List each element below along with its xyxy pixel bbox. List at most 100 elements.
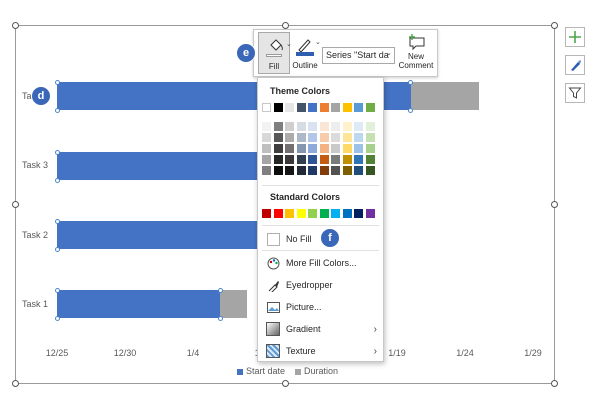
standard-color-swatch[interactable] <box>273 209 283 218</box>
theme-shade-swatch[interactable] <box>354 155 363 164</box>
eyedropper-item[interactable]: Eyedropper <box>266 275 381 295</box>
standard-color-swatch[interactable] <box>365 209 375 218</box>
theme-shade-swatch[interactable] <box>319 166 329 175</box>
theme-shade-swatch[interactable] <box>308 122 317 131</box>
standard-color-swatch[interactable] <box>285 209 294 218</box>
theme-shade-swatch[interactable] <box>342 122 352 131</box>
theme-color-swatch[interactable] <box>331 103 340 112</box>
resize-handle-left[interactable] <box>12 201 19 208</box>
theme-color-swatch[interactable] <box>365 103 375 112</box>
chart-styles-button[interactable] <box>565 55 585 75</box>
selection-point[interactable] <box>408 107 414 113</box>
resize-handle-top-right[interactable] <box>551 22 558 29</box>
theme-shade-swatch[interactable] <box>285 133 294 142</box>
theme-shade-swatch[interactable] <box>331 133 340 142</box>
theme-shade-swatch[interactable] <box>262 133 271 142</box>
theme-shade-swatch[interactable] <box>365 122 375 131</box>
theme-shade-swatch[interactable] <box>285 155 294 164</box>
bar-start-date-1[interactable] <box>57 290 221 318</box>
chart-legend[interactable]: Start date Duration <box>237 366 338 376</box>
theme-shade-swatch[interactable] <box>342 133 352 142</box>
theme-shade-swatch[interactable] <box>262 144 271 153</box>
theme-shade-swatch[interactable] <box>308 155 317 164</box>
theme-shade-swatch[interactable] <box>273 133 283 142</box>
chart-elements-button[interactable] <box>565 27 585 47</box>
theme-shade-swatch[interactable] <box>285 144 294 153</box>
resize-handle-bottom-left[interactable] <box>12 380 19 387</box>
theme-shade-swatch[interactable] <box>296 155 306 164</box>
theme-shade-swatch[interactable] <box>296 144 306 153</box>
selection-point[interactable] <box>54 315 60 321</box>
theme-shade-swatch[interactable] <box>331 122 340 131</box>
theme-color-swatch[interactable] <box>285 103 294 112</box>
standard-color-swatch[interactable] <box>342 209 352 218</box>
theme-shade-swatch[interactable] <box>319 155 329 164</box>
theme-color-swatch[interactable] <box>262 103 271 112</box>
theme-shade-swatch[interactable] <box>308 133 317 142</box>
theme-shade-swatch[interactable] <box>365 144 375 153</box>
theme-shade-swatch[interactable] <box>365 166 375 175</box>
theme-shade-swatch[interactable] <box>319 122 329 131</box>
theme-shade-swatch[interactable] <box>262 155 271 164</box>
resize-handle-top-left[interactable] <box>12 22 19 29</box>
resize-handle-bottom-right[interactable] <box>551 380 558 387</box>
resize-handle-right[interactable] <box>551 201 558 208</box>
theme-shade-swatch[interactable] <box>285 166 294 175</box>
texture-item[interactable]: Texture › <box>266 341 381 361</box>
standard-color-swatch[interactable] <box>331 209 340 218</box>
resize-handle-top[interactable] <box>282 22 289 29</box>
theme-shade-swatch[interactable] <box>365 133 375 142</box>
resize-handle-bottom[interactable] <box>282 380 289 387</box>
theme-shade-swatch[interactable] <box>273 166 283 175</box>
selection-point[interactable] <box>54 149 60 155</box>
theme-shade-swatch[interactable] <box>365 155 375 164</box>
theme-shade-swatch[interactable] <box>319 144 329 153</box>
selection-point[interactable] <box>54 107 60 113</box>
standard-color-swatch[interactable] <box>308 209 317 218</box>
series-select[interactable]: Series "Start da <box>322 47 395 64</box>
theme-shade-swatch[interactable] <box>296 133 306 142</box>
theme-color-swatch[interactable] <box>308 103 317 112</box>
selection-point[interactable] <box>54 177 60 183</box>
selection-point[interactable] <box>54 287 60 293</box>
theme-shade-swatch[interactable] <box>354 122 363 131</box>
standard-color-swatch[interactable] <box>262 209 271 218</box>
legend-item-start-date[interactable]: Start date <box>237 366 285 376</box>
fill-button[interactable]: Fill ⌄ <box>258 32 292 74</box>
selection-point[interactable] <box>54 79 60 85</box>
theme-shade-swatch[interactable] <box>296 122 306 131</box>
standard-color-swatch[interactable] <box>354 209 363 218</box>
theme-shade-swatch[interactable] <box>354 166 363 175</box>
theme-shade-swatch[interactable] <box>308 144 317 153</box>
legend-item-duration[interactable]: Duration <box>295 366 338 376</box>
theme-color-swatch[interactable] <box>319 103 329 112</box>
selection-point[interactable] <box>217 287 223 293</box>
theme-shade-swatch[interactable] <box>262 166 271 175</box>
new-comment-button[interactable]: New Comment <box>397 32 435 74</box>
theme-shade-swatch[interactable] <box>273 155 283 164</box>
theme-shade-swatch[interactable] <box>308 166 317 175</box>
theme-color-swatch[interactable] <box>342 103 352 112</box>
theme-shade-swatch[interactable] <box>331 166 340 175</box>
standard-color-swatch[interactable] <box>296 209 306 218</box>
gradient-item[interactable]: Gradient › <box>266 319 381 339</box>
theme-shade-swatch[interactable] <box>296 166 306 175</box>
theme-shade-swatch[interactable] <box>273 122 283 131</box>
bar-start-date-2[interactable] <box>57 221 275 249</box>
theme-color-swatch[interactable] <box>273 103 283 112</box>
selection-point[interactable] <box>217 315 223 321</box>
theme-shade-swatch[interactable] <box>285 122 294 131</box>
bar-duration-1[interactable] <box>220 290 248 318</box>
theme-shade-swatch[interactable] <box>273 144 283 153</box>
picture-item[interactable]: Picture... <box>266 297 381 317</box>
standard-color-swatch[interactable] <box>319 209 329 218</box>
selection-point[interactable] <box>54 218 60 224</box>
theme-color-swatch[interactable] <box>354 103 363 112</box>
selection-point[interactable] <box>408 79 414 85</box>
theme-shade-swatch[interactable] <box>342 144 352 153</box>
theme-shade-swatch[interactable] <box>342 166 352 175</box>
more-fill-colors-item[interactable]: More Fill Colors... <box>266 253 381 273</box>
bar-duration-4[interactable] <box>410 82 479 110</box>
outline-button[interactable]: Outline ⌄ <box>292 32 321 74</box>
theme-shade-swatch[interactable] <box>331 144 340 153</box>
